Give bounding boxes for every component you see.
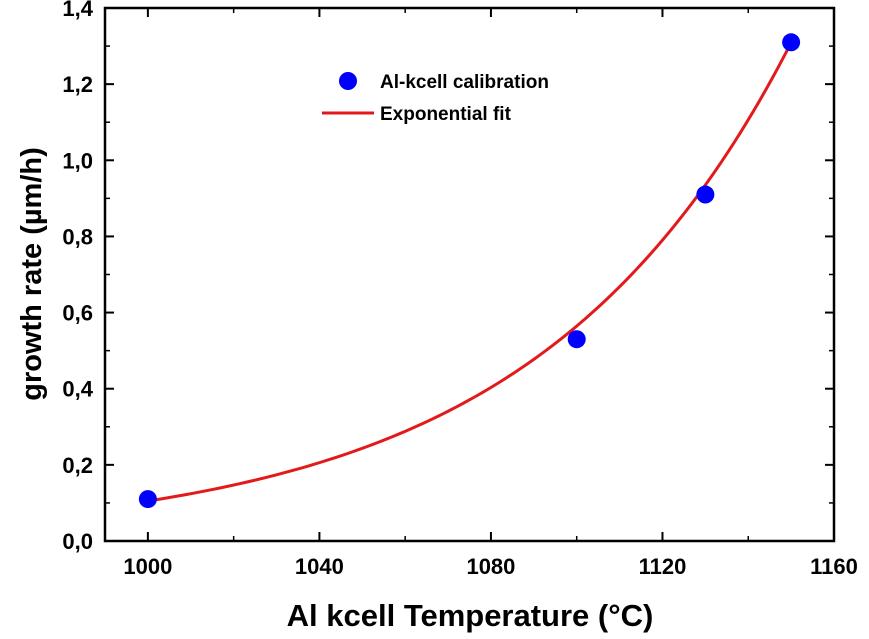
x-tick-label: 1160	[810, 554, 858, 579]
data-point	[782, 33, 801, 52]
data-point	[696, 185, 715, 204]
x-tick-label: 1080	[466, 554, 515, 579]
fit-curve	[147, 41, 793, 503]
data-point	[138, 490, 157, 509]
y-axis-title: growth rate (µm/h)	[16, 147, 48, 401]
y-tick-label: 1,4	[62, 0, 93, 21]
y-tick-label: 0,0	[62, 529, 93, 554]
x-tick-label: 1040	[295, 554, 344, 579]
x-tick-label: 1000	[123, 554, 172, 579]
legend-label-line: Exponential fit	[380, 104, 512, 125]
y-axis: 0,0 0,2 0,4 0,6 0,8 1,0 1,2 1,4	[62, 0, 834, 554]
fit-layer	[147, 41, 793, 503]
y-tick-label: 0,8	[62, 224, 93, 249]
y-tick-label: 0,6	[62, 301, 93, 326]
y-tick-label: 1,0	[62, 148, 93, 173]
y-tick-label: 1,2	[62, 72, 93, 97]
x-tick-label: 1120	[639, 554, 687, 579]
legend-marker-scatter	[339, 72, 357, 90]
point-layer	[138, 33, 801, 509]
legend: Al-kcell calibration Exponential fit	[322, 72, 549, 125]
y-tick-label: 0,2	[62, 453, 93, 478]
data-point	[567, 330, 586, 349]
x-axis-title: Al kcell Temperature (°C)	[287, 598, 654, 633]
y-tick-label: 0,4	[62, 377, 93, 402]
legend-label-scatter: Al-kcell calibration	[380, 72, 549, 93]
x-axis: 1000 1040 1080 1120 1160	[123, 8, 858, 579]
